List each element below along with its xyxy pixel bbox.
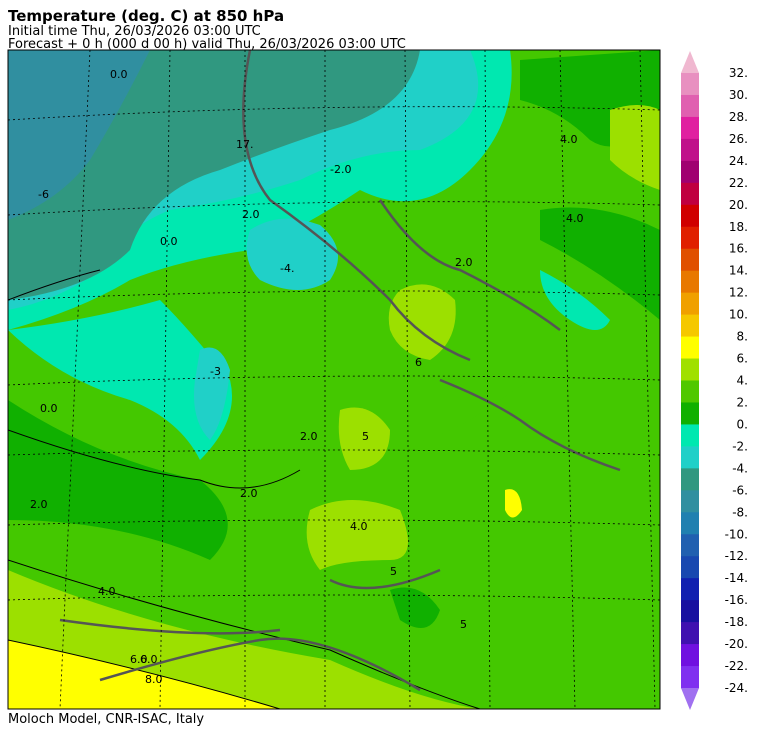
colorbar-label: -18. (725, 615, 748, 629)
contour-label: 0.0 (40, 402, 58, 415)
colorbar-label: 4. (737, 374, 748, 388)
contour-label: 2.0 (242, 208, 260, 221)
colorbar-label: -8. (732, 505, 748, 519)
contour-label: -3 (210, 365, 221, 378)
colorbar-label: -24. (725, 681, 748, 695)
colorbar-box (681, 644, 699, 667)
colorbar-arrow (681, 688, 699, 710)
contour-label: 4.0 (350, 520, 368, 533)
colorbar-box (681, 73, 699, 96)
colorbar-box (681, 182, 699, 206)
colorbar-box (681, 270, 699, 294)
colorbar-box (681, 490, 699, 513)
colorbar-label: -10. (725, 527, 748, 541)
colorbar-box (681, 556, 699, 579)
colorbar-arrow (681, 51, 699, 73)
contour-label: 2.0 (240, 487, 258, 500)
colorbar-label: -20. (725, 637, 748, 651)
colorbar-box (681, 292, 699, 316)
colorbar-box (681, 380, 699, 403)
colorbar-label: 14. (729, 264, 748, 278)
contour-label: 0.0 (160, 235, 178, 248)
colorbar-box (681, 226, 699, 250)
colorbar-box (681, 600, 699, 623)
colorbar-label: 0. (737, 417, 748, 431)
colorbar-label: -2. (732, 439, 748, 453)
colorbar-box (681, 446, 699, 469)
colorbar-box (681, 336, 699, 360)
colorbar-box (681, 402, 699, 425)
subtitle: Forecast + 0 h (000 d 00 h) valid Thu, 2… (8, 37, 406, 52)
colorbar-box (681, 204, 699, 228)
subtitle: Initial time Thu, 26/03/2026 03:00 UTC (8, 24, 261, 39)
colorbar-label: -14. (725, 571, 748, 585)
colorbar-label: -12. (725, 549, 748, 563)
colorbar-label: 6. (737, 352, 748, 366)
contour-label: 8.0 (145, 673, 163, 686)
colorbar-label: -6. (732, 483, 748, 497)
colorbar-label: 10. (729, 308, 748, 322)
map-field (8, 50, 660, 709)
colorbar-label: 32. (729, 66, 748, 80)
contour-label: 5 (390, 565, 397, 578)
colorbar-box (681, 578, 699, 601)
colorbar-box (681, 358, 699, 381)
contour-label: 0.0 (110, 68, 128, 81)
colorbar-label: 28. (729, 110, 748, 124)
contour-label: 2.0 (30, 498, 48, 511)
title: Temperature (deg. C) at 850 hPa (8, 7, 284, 25)
contour-label: 5 (362, 430, 369, 443)
colorbar-box (681, 666, 699, 689)
colorbar-box (681, 314, 699, 338)
colorbar-box (681, 248, 699, 272)
colorbar-label: 18. (729, 220, 748, 234)
contour-label: -2.0 (330, 163, 351, 176)
contour-label: 4.0 (566, 212, 584, 225)
colorbar-label: -22. (725, 659, 748, 673)
map-frame (7, 49, 661, 710)
colorbar-label: 24. (729, 154, 748, 168)
colorbar-box (681, 512, 699, 535)
colorbar-label: 30. (729, 88, 748, 102)
colorbar-label: 12. (729, 286, 748, 300)
colorbar-box (681, 138, 699, 162)
contour-label: 2.0 (300, 430, 318, 443)
contour-label: -4. (280, 262, 294, 275)
contour-label: 6.0 (140, 653, 158, 666)
colorbar-box (681, 160, 699, 184)
colorbar-label: 26. (729, 132, 748, 146)
contour-label: 4.0 (560, 133, 578, 146)
colorbar-box (681, 116, 699, 140)
colorbar-label: 16. (729, 242, 748, 256)
contour-label: 6.0 (130, 653, 148, 666)
contour-label: 5 (460, 618, 467, 631)
colorbar-label: -4. (732, 461, 748, 475)
contour-label: -6 (38, 188, 49, 201)
colorbar-label: 22. (729, 176, 748, 190)
colorbar-box (681, 468, 699, 491)
colorbar-label: 2. (737, 395, 748, 409)
colorbar-box (681, 94, 699, 118)
colorbar-box (681, 424, 699, 447)
colorbar-label: 20. (729, 198, 748, 212)
colorbar-label: -16. (725, 593, 748, 607)
contour-label: 4.0 (98, 585, 116, 598)
contour-label: 17. (236, 138, 254, 151)
colorbar-label: 8. (737, 330, 748, 344)
contour-label: 6 (415, 356, 422, 369)
contour-label: 2.0 (455, 256, 473, 269)
footer: Moloch Model, CNR-ISAC, Italy (8, 712, 204, 727)
colorbar-box (681, 534, 699, 557)
colorbar-box (681, 622, 699, 645)
